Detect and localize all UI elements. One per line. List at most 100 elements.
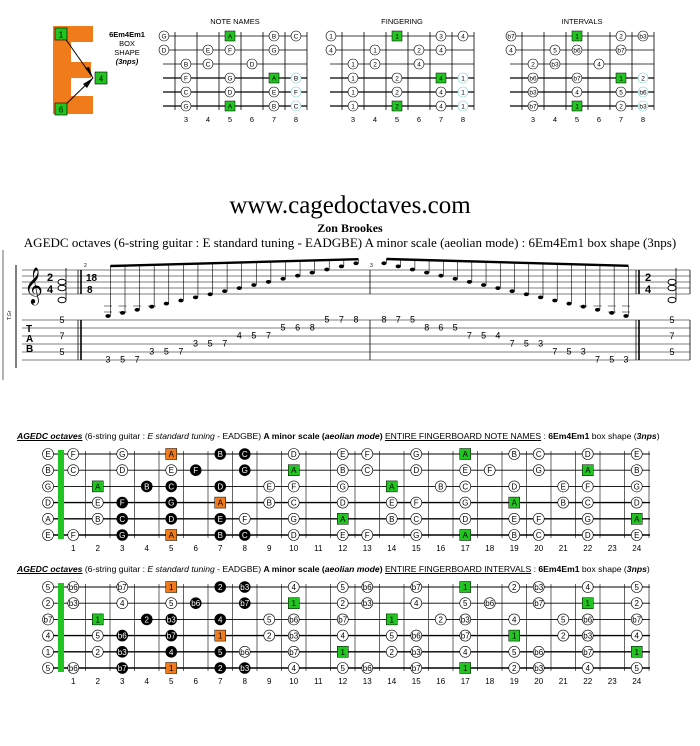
run2-notehead xyxy=(509,289,515,294)
run2-fret: 7 xyxy=(510,339,515,349)
chord-fret: 5 xyxy=(669,315,674,325)
board2-note-label: b6 xyxy=(69,583,78,592)
run2-fret: 3 xyxy=(581,347,586,357)
board1-note xyxy=(410,529,423,541)
treble-clef-icon: 𝄞 xyxy=(24,267,43,305)
board1-open-label: E xyxy=(45,450,50,459)
mini-note xyxy=(571,44,583,56)
run1-notehead xyxy=(178,298,184,303)
shape-box-line4: (3nps) xyxy=(115,57,139,66)
board2-fret-number: 13 xyxy=(363,677,372,686)
board2-note xyxy=(581,613,594,626)
board1-box-label: B xyxy=(218,450,223,459)
board2-box-label: b3 xyxy=(240,664,249,673)
board2-note xyxy=(336,581,349,593)
board1-note xyxy=(287,529,300,541)
board1-note-label: F xyxy=(365,531,370,540)
board1-box-note xyxy=(116,496,129,509)
mini-note xyxy=(268,86,280,98)
run1-notehead xyxy=(309,270,315,275)
board2-box-label: 2 xyxy=(218,583,223,592)
run1-fret: 5 xyxy=(120,355,125,365)
board2-note xyxy=(336,597,349,610)
board1-note xyxy=(508,529,521,541)
board1-note-label: D xyxy=(291,450,297,459)
board2-note-label: b7 xyxy=(338,615,347,624)
run2-notehead xyxy=(495,286,501,290)
board1-fret-number: 3 xyxy=(120,544,125,553)
mini-fret-number: 5 xyxy=(228,115,232,124)
board2-note-label: 2 xyxy=(341,599,346,608)
mini-note-label: D xyxy=(228,90,233,97)
board2-box-root-label: 1 xyxy=(218,632,223,641)
board2-box-label: b7 xyxy=(118,664,127,673)
mini-note-label: 2 xyxy=(641,76,645,83)
mini-note-label: B xyxy=(184,62,188,69)
mini-note-label: D xyxy=(250,62,255,69)
run2-fret: 5 xyxy=(567,347,572,357)
board2-note xyxy=(581,662,594,674)
board1-note xyxy=(459,480,472,493)
board2-fret-number: 7 xyxy=(218,677,223,686)
board1-note-label: C xyxy=(291,499,297,508)
mini-note xyxy=(435,30,447,42)
board2-note-label: b7 xyxy=(534,599,543,608)
board1-note-label: F xyxy=(71,531,76,540)
mini-note xyxy=(246,58,258,70)
svg-text:1: 1 xyxy=(59,31,64,40)
board2-note xyxy=(116,597,129,610)
board1-note xyxy=(385,496,398,509)
board1-note-label: E xyxy=(169,466,174,475)
board2-root-label: 1 xyxy=(96,615,101,624)
board2-note xyxy=(385,646,398,658)
mini-fret-number: 4 xyxy=(553,115,557,124)
board1-note-label: E xyxy=(267,482,272,491)
board2-fret-number: 21 xyxy=(559,677,568,686)
board2-root-label: 1 xyxy=(635,648,640,657)
run1-notehead xyxy=(353,261,359,266)
board1-root-label: A xyxy=(340,515,346,524)
board1-note-label: B xyxy=(340,466,345,475)
mini-root xyxy=(268,72,280,84)
board1-note xyxy=(67,529,80,541)
board1-note-label: B xyxy=(438,482,443,491)
board1-note-label: B xyxy=(512,450,517,459)
board1-fret-number: 12 xyxy=(338,544,347,553)
board2-note-label: 5 xyxy=(96,632,101,641)
run2-fret: 4 xyxy=(495,331,500,341)
run2-fret: 6 xyxy=(438,323,443,333)
board2-note xyxy=(581,629,594,642)
mini-fret-number: 7 xyxy=(619,115,623,124)
run2-notehead xyxy=(523,292,529,297)
mini-fret-number: 5 xyxy=(395,115,399,124)
board1-note xyxy=(263,480,276,493)
board2-root-label: 1 xyxy=(390,615,395,624)
mini-fret-number: 5 xyxy=(575,115,579,124)
board2-note-label: b7 xyxy=(412,664,421,673)
board1-note xyxy=(410,513,423,525)
board2-root-note xyxy=(459,662,471,674)
board2-note xyxy=(508,581,521,593)
board2-note-label: 5 xyxy=(635,664,640,673)
tab-letter: T xyxy=(26,324,32,335)
board1-fret-number: 7 xyxy=(218,544,223,553)
board1-open-note xyxy=(42,529,54,541)
board2-cap-i: ENTIRE FINGERBOARD INTERVALS xyxy=(384,564,532,574)
board2-box-root-label: 1 xyxy=(169,583,174,592)
board1-note xyxy=(630,496,643,509)
board1-open-label: E xyxy=(45,531,50,540)
run1-fret: 7 xyxy=(266,331,271,341)
board2-note-label: b3 xyxy=(69,599,78,608)
mini-note-label: E xyxy=(272,90,277,97)
run2-fret: 7 xyxy=(396,315,401,325)
board2-note xyxy=(508,613,521,626)
board2-box-label: 5 xyxy=(218,648,223,657)
board2-note-label: 2 xyxy=(512,583,517,592)
board1-fret-number: 13 xyxy=(363,544,372,553)
board1-nut xyxy=(58,450,64,539)
board2-note xyxy=(287,581,300,593)
board2-note xyxy=(287,646,300,658)
board2-note xyxy=(630,629,643,642)
board2-note xyxy=(532,646,545,658)
board2-note xyxy=(532,581,545,593)
